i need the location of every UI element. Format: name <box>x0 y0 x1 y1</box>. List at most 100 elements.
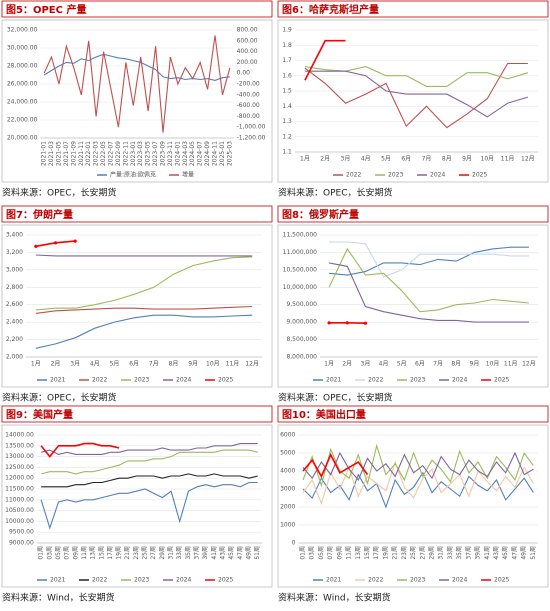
y-tick-label: 10,500,000 <box>283 266 318 273</box>
y-tick-label: 8,000,000 <box>286 354 317 361</box>
x-tick-label: 1月 <box>300 156 310 163</box>
x-tick-label: 7月 <box>433 361 443 368</box>
x-tick-label: 9月 <box>188 361 198 368</box>
legend-label: 2021 <box>50 377 65 384</box>
series-line <box>43 35 231 133</box>
source: 资料来源：OPEC，长安期货 <box>278 187 392 199</box>
series-line <box>302 471 534 509</box>
y-tick-label: 12500.00 <box>5 464 34 471</box>
y-tick-label: 2,600 <box>6 301 23 308</box>
x-tick-label: 09周 <box>336 546 343 560</box>
x-tick-label: 2023-03 <box>137 141 144 166</box>
x-tick-label: 19周 <box>382 546 389 560</box>
y-tick-label: 20,000.00 <box>7 135 38 142</box>
title-bar <box>1 205 273 223</box>
legend-label: 2024 <box>452 377 467 384</box>
x-tick-label: 31周 <box>438 546 445 560</box>
title-bar <box>277 0 549 18</box>
chart-frame <box>277 424 549 588</box>
series-line <box>40 442 120 458</box>
x-tick-label: 2021-03 <box>48 141 55 166</box>
x-tick-label: 03周 <box>309 546 316 560</box>
x-tick-label: 2021-01 <box>41 141 48 166</box>
series-line <box>328 247 529 313</box>
x-tick-label: 7月 <box>149 361 159 368</box>
y-tick-label: 3,400 <box>6 232 23 239</box>
chart-frame <box>277 224 549 388</box>
x-tick-label: 2022-11 <box>122 141 129 166</box>
x-tick-label: 05周 <box>55 546 62 560</box>
x-tick-label: 2024-09 <box>204 141 211 166</box>
x-tick-label: 4月 <box>379 361 389 368</box>
legend-label: 2022 <box>368 377 383 384</box>
series-line <box>304 39 346 81</box>
x-tick-label: 9月 <box>470 361 480 368</box>
y2-tick-label: 600.00 <box>237 37 258 44</box>
x-tick-label: 49周 <box>521 546 528 560</box>
chart-title: 图8：俄罗斯产量 <box>282 208 359 221</box>
y-tick-label: 11000.00 <box>5 496 34 503</box>
x-tick-label: 13周 <box>90 546 97 560</box>
y2-tick-label: 400.00 <box>237 48 258 55</box>
y-tick-label: 1.1 <box>282 149 292 156</box>
legend-label: 增量 <box>182 171 194 179</box>
x-tick-label: 25周 <box>142 546 149 560</box>
x-tick-label: 8月 <box>169 361 179 368</box>
x-tick-label: 2024-07 <box>197 141 204 166</box>
legend-label: 2023 <box>134 577 149 584</box>
legend-label: 2024 <box>452 577 467 584</box>
legend-label: 2025 <box>494 577 509 584</box>
x-tick-label: 33周 <box>447 546 454 560</box>
y-tick-label: 2,200 <box>6 336 23 343</box>
y-tick-label: 2,000 <box>6 354 23 361</box>
x-tick-label: 29周 <box>159 546 166 560</box>
y-tick-label: 4000 <box>280 468 295 475</box>
x-tick-label: 01周 <box>38 546 45 560</box>
x-tick-label: 4月 <box>361 156 371 163</box>
x-tick-label: 11月 <box>226 361 240 368</box>
x-tick-label: 8月 <box>442 156 452 163</box>
series-line <box>41 473 258 488</box>
x-tick-label: 2月 <box>342 361 352 368</box>
x-tick-label: 11周 <box>346 546 353 560</box>
y-tick-label: 14000.00 <box>5 432 34 439</box>
x-tick-label: 2023-11 <box>167 141 174 166</box>
chart-frame <box>277 19 549 183</box>
x-tick-label: 12月 <box>522 361 536 368</box>
legend-label: 2023 <box>134 377 149 384</box>
x-tick-label: 11月 <box>504 361 518 368</box>
y-tick-label: 2000 <box>280 504 295 511</box>
y-tick-label: 0 <box>292 540 296 547</box>
y-tick-label: 1.5 <box>282 88 292 95</box>
title-bar <box>277 405 549 423</box>
chart-title: 图9：美国产量 <box>6 408 73 421</box>
x-tick-label: 07周 <box>327 546 334 560</box>
y-tick-label: 26,000.00 <box>7 81 38 88</box>
y-tick-label: 9,500,000 <box>286 301 317 308</box>
series-line <box>40 449 258 475</box>
series-line <box>40 481 258 530</box>
x-tick-label: 2022-03 <box>93 141 100 166</box>
x-tick-label: 2025-01 <box>219 141 226 166</box>
source: 资料来源：OPEC，长安期货 <box>2 392 116 404</box>
x-tick-label: 21周 <box>392 546 399 560</box>
series-line <box>35 254 253 257</box>
x-tick-label: 7月 <box>422 156 432 163</box>
x-tick-label: 07周 <box>64 546 71 560</box>
series-line <box>304 70 529 118</box>
x-tick-label: 3月 <box>361 361 371 368</box>
x-tick-label: 43周 <box>493 546 500 560</box>
y-tick-label: 3,000 <box>6 266 23 273</box>
series-line <box>302 452 369 479</box>
x-tick-label: 2024-05 <box>189 141 196 166</box>
x-tick-label: 09周 <box>72 546 79 560</box>
y2-tick-label: -1,200.00 <box>237 135 266 142</box>
x-tick-label: 27周 <box>419 546 426 560</box>
x-tick-label: 13周 <box>355 546 362 560</box>
y2-tick-label: 200.00 <box>237 59 258 66</box>
legend-label: 2025 <box>472 172 487 179</box>
x-tick-label: 2月 <box>320 156 330 163</box>
legend-label: 2023 <box>410 577 425 584</box>
y-tick-label: 1.6 <box>282 72 292 79</box>
